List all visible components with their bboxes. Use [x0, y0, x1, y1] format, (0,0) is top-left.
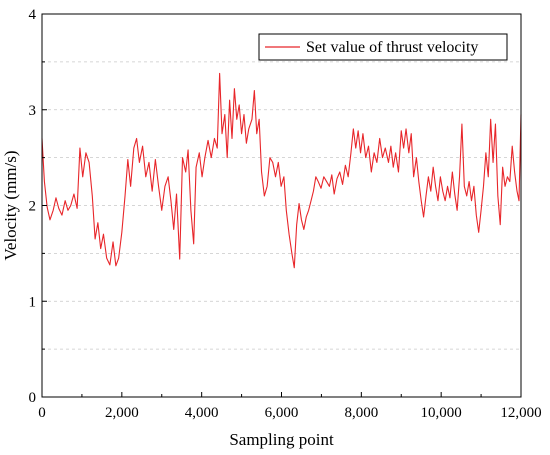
x-tick-label: 12,000 — [500, 405, 541, 421]
ticks: 0 2,000 4,000 6,000 8,000 10,000 12,000 0 1 2 3 4 — [29, 7, 542, 421]
y-tick-label: 0 — [29, 390, 37, 406]
x-axis-title: Sampling point — [229, 430, 334, 449]
y-tick-label: 3 — [29, 103, 37, 119]
y-axis-title: Velocity (mm/s) — [1, 150, 20, 260]
x-tick-label: 0 — [38, 405, 46, 421]
x-tick-label: 10,000 — [421, 405, 462, 421]
x-tick-label: 4,000 — [185, 405, 219, 421]
series-layer — [41, 72, 522, 269]
x-tick-label: 8,000 — [344, 405, 378, 421]
y-tick-label: 1 — [29, 294, 37, 310]
x-tick-label: 2,000 — [105, 405, 139, 421]
y-tick-label: 4 — [29, 7, 37, 23]
legend-box — [258, 33, 508, 61]
legend: Set value of thrust velocity — [258, 33, 508, 61]
x-tick-label: 6,000 — [265, 405, 299, 421]
series-line — [41, 72, 522, 269]
grid — [42, 61, 521, 350]
y-tick-label: 2 — [29, 199, 37, 215]
legend-label: Set value of thrust velocity — [306, 39, 478, 56]
